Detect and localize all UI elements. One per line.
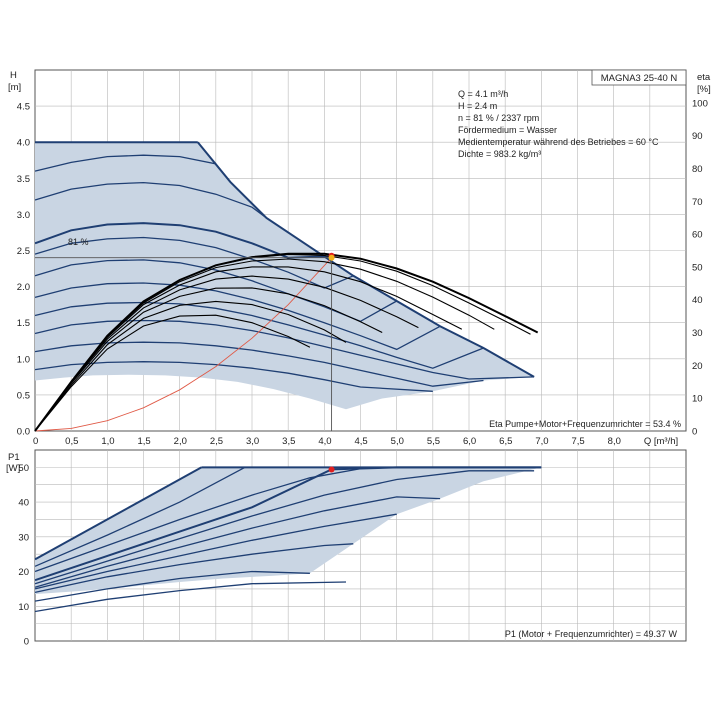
speed-label: 81 % [68,237,89,247]
power-curve-5 [34,496,441,588]
top-x-tick-label: 2,0 [174,436,187,447]
top-x-tick-label: 3,0 [246,436,259,447]
head-curve-10 [34,361,433,392]
info-line: H = 2.4 m [458,101,497,111]
chart-title: MAGNA3 25-40 N [601,73,678,84]
top-y-tick-label: 0.0 [17,427,30,438]
top-y-axis-unit: [m] [8,82,21,93]
top-x-tick-label: 0 [33,436,38,447]
info-line: Fördermedium = Wasser [458,125,557,135]
top-y2-tick-label: 20 [692,361,703,372]
top-y-tick-label: 3.5 [17,174,30,185]
top-y2-tick-label: 90 [692,131,703,142]
bottom-y-axis-label: P1 [8,452,20,463]
title-box [591,69,687,86]
top-y-tick-label: 0.5 [17,390,30,401]
power-footer-label: P1 (Motor + Frequenzumrichter) = 49.37 W [505,629,678,639]
top-x-tick-label: 6,5 [499,436,512,447]
head-curve-9 [34,341,484,387]
bottom-y-tick-label: 10 [18,602,29,613]
head-operating-point [328,254,335,261]
top-y-axis-label: H [10,70,17,81]
bottom-y-axis-unit: [W] [6,463,20,474]
efficiency-curve-6 [34,300,347,432]
bottom-y-tick-label: 20 [18,567,29,578]
top-y2-tick-label: 30 [692,328,703,339]
bottom-y-tick-label: 50 [18,463,29,474]
top-y2-tick-label: 100 [692,98,708,109]
top-y-tick-label: 4.0 [17,138,30,149]
head-curves [34,141,535,392]
efficiency-curve-7 [34,314,311,432]
power-curve-0 [34,466,202,561]
top-y-tick-label: 2.0 [17,282,30,293]
head-envelope-edge [197,141,535,378]
top-x-tick-label: 2,5 [210,436,223,447]
top-y2-tick-label: 0 [692,427,697,438]
bottom-y-tick-label: 30 [18,532,29,543]
efficiency-curve-1 [34,253,531,432]
system-curve [34,257,332,432]
power-curve-9 [34,581,347,613]
top-x-tick-label: 3,5 [282,436,295,447]
top-y2-axis-unit: [%] [697,84,711,95]
top-panel: 0.0 0.5 1.0 1.5 2.0 2.5 3.0 3.5 4.0 4.5 0 10 20 30 40 5… [8,69,711,447]
top-x-tick-label: 6,0 [463,436,476,447]
bottom-y-tick-label: 40 [18,498,29,509]
top-y-tick-label: 2.5 [17,246,30,257]
top-x-tick-label: 8,0 [608,436,621,447]
power-curve-8 [34,570,310,602]
efficiency-footer-label: Eta Pumpe+Motor+Frequenzumrichter = 53.4… [489,419,681,429]
efficiency-curve-3 [34,266,463,432]
bottom-y-tick-label: 0 [24,637,29,648]
power-operating-point [328,466,335,473]
efficiency-curves [34,252,539,432]
info-line: Q = 4.1 m³/h [458,89,508,99]
top-x-tick-label: 1,0 [101,436,114,447]
head-curve-5 [34,259,398,323]
top-y-tick-label: 3.0 [17,210,30,221]
top-y2-tick-label: 60 [692,230,703,241]
top-x-tick-label: Q [m³/h] [644,436,678,447]
info-line: n = 81 % / 2337 rpm [458,113,539,123]
head-curve-6 [34,282,441,351]
top-x-tick-label: 4,5 [355,436,368,447]
head-curve-3 [34,222,332,259]
head-curve-7 [34,301,484,369]
top-x-tick-label: 1,5 [138,436,151,447]
head-curve-2 [34,181,267,219]
head-curve-4 [34,236,354,289]
power-operating-area [35,467,542,595]
power-curve-4 [34,470,535,585]
info-line: Dichte = 983.2 kg/m³ [458,149,541,159]
head-curve-8 [34,319,535,380]
info-line: Medientemperatur während des Betriebes =… [458,137,659,147]
top-y2-tick-label: 70 [692,197,703,208]
efficiency-curve-5 [34,287,383,432]
top-x-tick-label: 5,0 [391,436,404,447]
top-x-tick-label: 7,0 [535,436,548,447]
top-y-tick-label: 1.5 [17,318,30,329]
top-y2-tick-label: 40 [692,295,703,306]
top-y-tick-label: 4.5 [17,102,30,113]
top-y2-tick-label: 50 [692,262,703,273]
top-x-tick-label: 7,5 [572,436,585,447]
power-curves [34,466,542,613]
top-y2-axis-label: eta [697,72,711,83]
power-curve-1 [34,466,246,567]
efficiency-curve-2 [34,258,495,432]
power-curve-6 [34,513,397,590]
efficiency-curve-4 [34,275,419,432]
top-x-tick-label: 4,0 [318,436,331,447]
top-y2-tick-label: 80 [692,164,703,175]
top-x-tick-label: 5,5 [427,436,440,447]
top-y2-tick-label: 10 [692,394,703,405]
top-y-tick-label: 1.0 [17,354,30,365]
top-x-tick-label: 0,5 [65,436,78,447]
power-curve-7 [34,543,354,594]
